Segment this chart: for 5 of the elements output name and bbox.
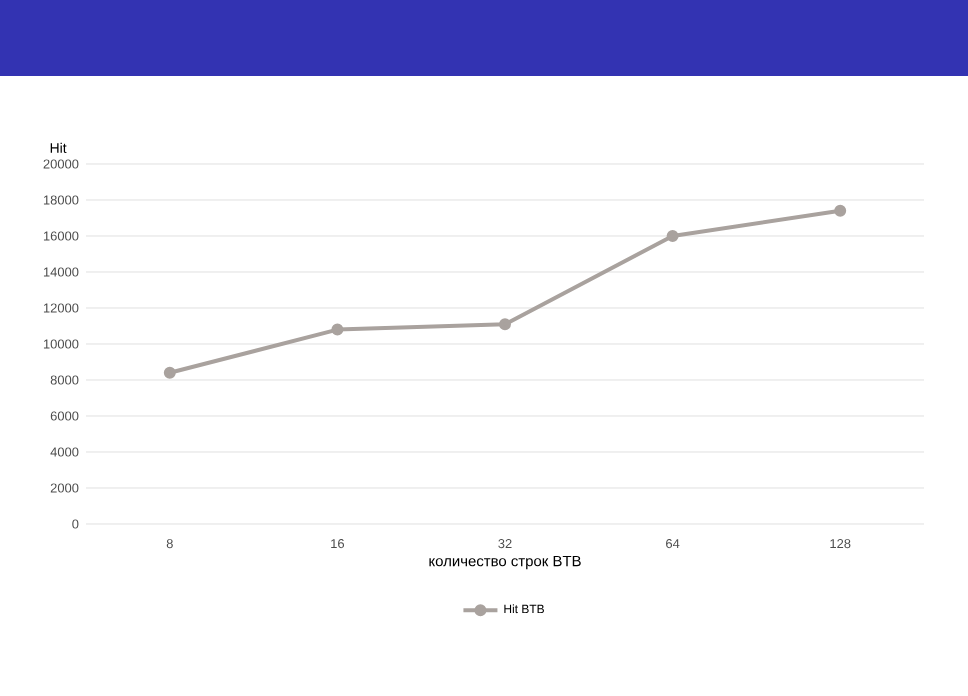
point [834,204,847,217]
point [163,366,176,379]
point [331,323,344,336]
point [666,230,679,242]
point [499,318,511,331]
